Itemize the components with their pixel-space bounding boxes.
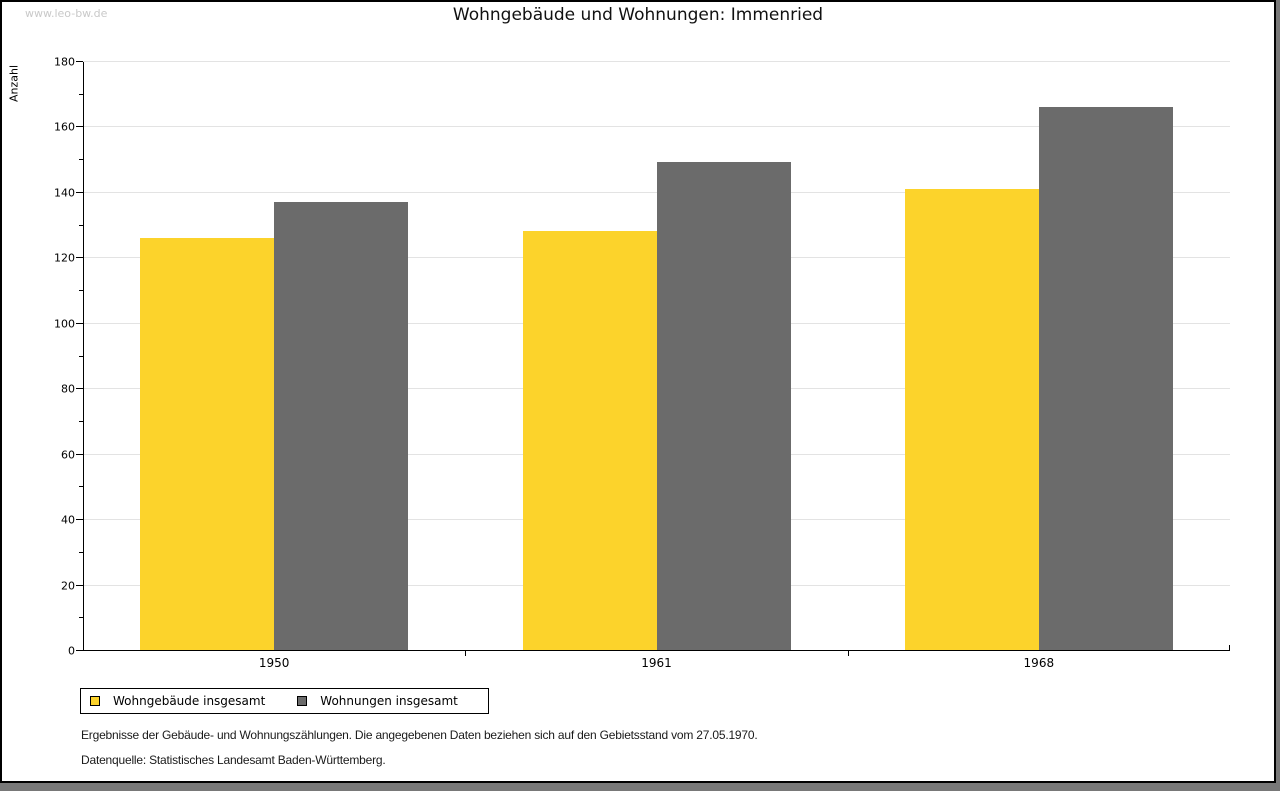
- legend-swatch-gray: [297, 696, 308, 706]
- legend-item-wohnungen: Wohnungen insgesamt: [297, 694, 458, 708]
- y-tick-label-160: 160: [54, 120, 75, 134]
- bar-1950-series0: [140, 237, 275, 650]
- y-tick-60: [76, 453, 83, 455]
- x-category-label-1968: 1968: [1023, 656, 1055, 670]
- y-tick-120: [76, 257, 83, 259]
- footnote-line2: Datenquelle: Statistisches Landesamt Bad…: [81, 753, 386, 767]
- y-minor-tick-170: [79, 93, 83, 95]
- chart-title: Wohngebäude und Wohnungen: Immenried: [452, 5, 824, 25]
- y-minor-tick-50: [79, 486, 83, 488]
- legend: Wohngebäude insgesamt Wohnungen insgesam…: [80, 688, 489, 714]
- legend-swatch-yellow: [90, 696, 100, 706]
- bar-1968-series0: [904, 188, 1039, 650]
- y-tick-label-40: 40: [61, 513, 75, 527]
- x-category-label-1961: 1961: [641, 656, 672, 670]
- bar-1968-series1: [1038, 106, 1173, 650]
- y-minor-tick-70: [79, 420, 83, 422]
- y-tick-20: [76, 584, 83, 586]
- footnote-line1: Ergebnisse der Gebäude- und Wohnungszähl…: [81, 728, 758, 742]
- y-tick-180: [76, 61, 83, 62]
- gridline-160: [83, 126, 1230, 128]
- y-tick-0: [76, 650, 83, 651]
- y-minor-tick-130: [79, 224, 83, 226]
- y-tick-140: [76, 191, 83, 193]
- y-tick-label-60: 60: [61, 448, 75, 462]
- y-tick-160: [76, 126, 83, 128]
- y-tick-label-120: 120: [54, 251, 75, 265]
- y-minor-tick-30: [79, 551, 83, 553]
- y-axis-line: [83, 62, 84, 651]
- legend-label: Wohngebäude insgesamt: [113, 694, 266, 708]
- watermark: www.leo-bw.de: [25, 7, 108, 20]
- y-minor-tick-150: [79, 159, 83, 161]
- x-category-label-1950: 1950: [258, 656, 290, 670]
- y-minor-tick-10: [79, 617, 83, 619]
- gridline-180: [83, 61, 1230, 62]
- y-tick-80: [76, 388, 83, 390]
- y-minor-tick-110: [79, 290, 83, 292]
- x-boundary-tick-1: [465, 651, 467, 656]
- y-tick-label-80: 80: [61, 382, 75, 396]
- y-minor-tick-90: [79, 355, 83, 357]
- plot-area: 0 20 40 60 80 100 120 140 160 180 1950 1961 1968: [54, 57, 1230, 670]
- y-tick-100: [76, 322, 83, 324]
- x-axis-end-tick: [1229, 645, 1230, 651]
- y-axis-title: Anzahl: [7, 64, 21, 103]
- bar-1961-series0: [522, 231, 657, 650]
- y-tick-label-0: 0: [68, 644, 75, 658]
- bar-1961-series1: [656, 162, 791, 650]
- y-tick-label-180: 180: [54, 55, 75, 69]
- y-tick-40: [76, 519, 83, 521]
- y-tick-label-20: 20: [61, 579, 75, 593]
- x-boundary-tick-2: [847, 651, 849, 656]
- x-axis-line: [83, 650, 1230, 651]
- legend-label: Wohnungen insgesamt: [320, 694, 458, 708]
- y-tick-label-100: 100: [54, 317, 75, 331]
- legend-item-wohngebaeude: Wohngebäude insgesamt: [90, 694, 265, 708]
- y-tick-label-140: 140: [54, 186, 75, 200]
- bar-1950-series1: [274, 201, 409, 650]
